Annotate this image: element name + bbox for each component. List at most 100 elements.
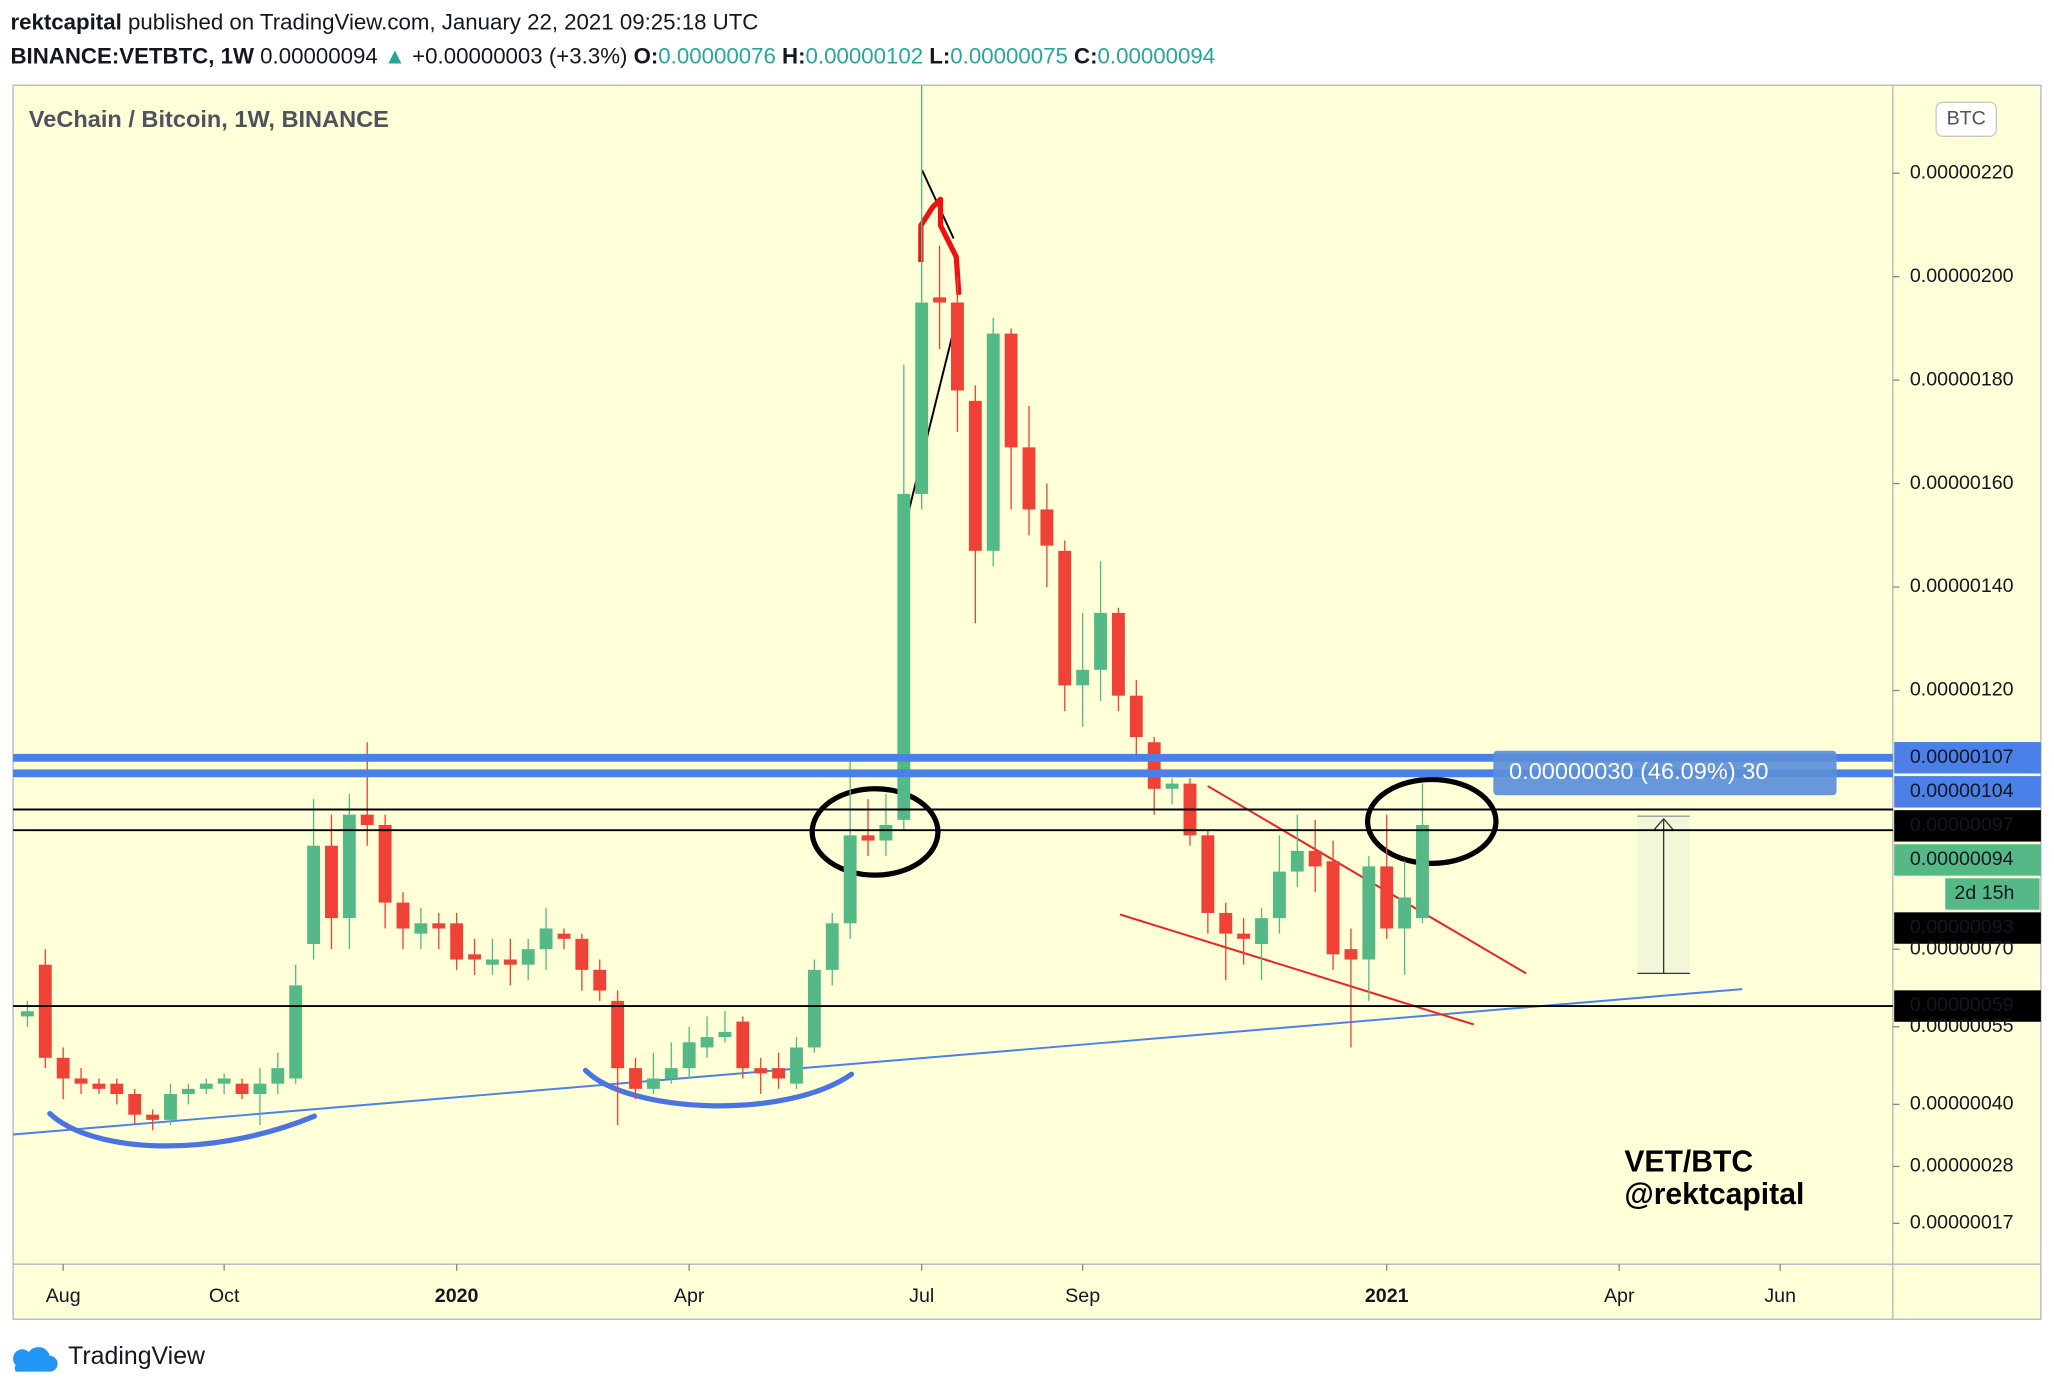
countdown-bg [1945,878,2040,910]
candle-body [92,1083,106,1089]
overlays: 0.00000107 0.00000104 0.00000097 0.00000094… [13,742,2041,1211]
published: published on TradingView.com, January 22… [128,10,758,35]
candle-body [933,297,947,303]
candle-body [1290,850,1304,872]
price-label: 0.00000094 [1910,848,2014,870]
candle-body [1040,509,1054,546]
candle-body [432,923,446,929]
candle-body [1237,933,1251,939]
candle-body [271,1068,285,1084]
candle-body [1111,612,1125,696]
l-label: L: [929,44,950,69]
candle-body [181,1088,195,1095]
candle-body [736,1021,750,1069]
candle-body [468,954,481,960]
blue-curve [582,1067,855,1109]
candle-body [1255,918,1268,944]
candle-body [128,1094,142,1115]
candles [20,85,1429,1131]
price-label: 0.00000104 [1910,780,2014,802]
candle-body [861,835,875,841]
candle-body [1129,695,1143,738]
annotation: VET/BTC [1624,1145,1753,1178]
y-tick-label: 0.00000028 [1910,1155,2014,1177]
change: +0.00000003 (+3.3%) [412,44,627,69]
price: 0.00000094 [260,44,378,69]
symbol: BINANCE:VETBTC, 1W [10,44,254,69]
price-label-bg [1894,912,2041,944]
x-tick-label: Jul [909,1285,934,1307]
candle-body [378,825,392,903]
header-line: rektcapital published on TradingView.com… [10,10,758,35]
candle-body [646,1078,660,1089]
price-label: 0.00000059 [1910,994,2014,1016]
price-label-bg [1894,990,2041,1022]
candle-body [360,814,374,826]
y-tick-label: 0.00000160 [1910,472,2014,494]
candle-body [611,1000,625,1069]
author: rektcapital [10,10,121,35]
candle-body [164,1094,177,1120]
c-label: C: [1074,44,1097,69]
currency-button[interactable] [1935,101,1998,137]
candle-body [1398,897,1412,929]
candle-body [754,1068,768,1074]
candle-body [325,845,338,919]
candle-body [485,959,499,965]
circle-mark [1364,776,1499,866]
y-tick-label: 0.00000040 [1910,1093,2014,1115]
candle-body [235,1083,249,1095]
candle-body [1004,333,1018,448]
candle-body [700,1037,714,1048]
brand-logo [13,1347,58,1372]
candle-body [557,933,571,939]
candle-body [790,1047,803,1084]
brand-name: TradingView [68,1342,206,1370]
candle-body [1201,835,1215,913]
y-tick-label: 0.00000200 [1910,265,2014,287]
candle-body [1308,850,1322,867]
arrow: ▲ [384,44,406,69]
pen-line [902,303,962,531]
candle-body [968,400,982,551]
x-tick-label: Apr [1604,1285,1635,1307]
support-trendline [13,988,1743,1136]
x-tick-label: Aug [46,1285,81,1307]
candle-body [1076,669,1090,686]
chart-title: VeChain / Bitcoin, 1W, BINANCE [29,106,389,132]
range-arrow-head [1653,817,1674,830]
candle-body [74,1078,88,1084]
price-label: 0.00000107 [1910,746,2014,768]
candle-body [825,923,839,970]
candle-body [38,964,52,1058]
candle-body [503,959,517,965]
candle-body [1165,783,1179,789]
h-label: H: [782,44,805,69]
candle-body [1058,550,1072,686]
candle-body [539,928,553,950]
candle-body [772,1068,786,1079]
price-label-bg [1894,776,2041,808]
candle-body [1326,861,1340,955]
measure-box [1493,750,1837,796]
candle-body [414,923,428,934]
candle-body [253,1083,267,1095]
l-value: 0.00000075 [950,44,1068,69]
blue-curve [47,1110,318,1149]
candle-body [307,845,321,944]
price-label: 0.00000093 [1910,916,2014,938]
candle-body [20,1011,34,1017]
candle-body [843,835,857,924]
candle-body [56,1057,70,1079]
h-value: 0.00000102 [806,44,924,69]
candle-body [593,969,607,991]
candle-body [450,923,464,960]
x-tick-label: 2020 [435,1285,479,1307]
candle-body [217,1078,231,1084]
price-label-bg [1894,844,2041,876]
x-tick-label: Oct [209,1285,240,1307]
o-value: 0.00000076 [658,44,776,69]
x-tick-label: 2021 [1365,1285,1409,1307]
candle-body [342,814,356,919]
drawings [13,169,1743,1149]
